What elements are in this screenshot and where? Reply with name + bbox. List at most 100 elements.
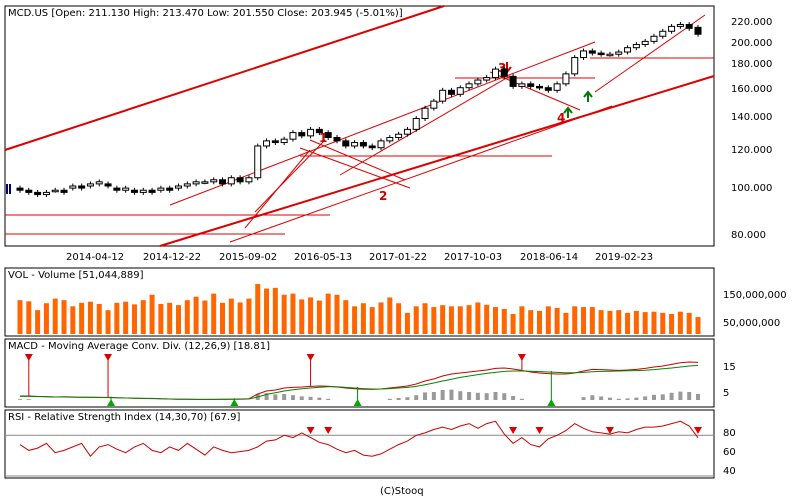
volume-bar xyxy=(448,306,454,334)
candle xyxy=(16,187,24,191)
candle xyxy=(192,181,200,185)
volume-bar xyxy=(466,305,472,334)
macd-panel-title: MACD - Moving Average Conv. Div. (12,26,… xyxy=(8,341,270,352)
volume-bar xyxy=(581,307,587,334)
candle xyxy=(632,44,640,49)
channel-line xyxy=(229,105,613,243)
rsi-panel-title: RSI - Relative Strength Index (14,30,70)… xyxy=(8,412,241,423)
volume-bar xyxy=(510,314,516,334)
sell-signal-icon xyxy=(517,354,526,361)
volume-bar xyxy=(237,302,243,334)
candle xyxy=(447,89,455,95)
volume-bar xyxy=(492,307,498,334)
rsi-panel xyxy=(4,409,715,479)
left-marker-bar xyxy=(9,184,11,194)
x-tick-label: 2019-02-23 xyxy=(595,252,653,263)
macd-histogram-bar xyxy=(290,395,295,400)
volume-bar xyxy=(545,306,551,334)
macd-histogram-bar xyxy=(687,392,692,400)
macd-histogram-bar xyxy=(493,392,498,400)
candle xyxy=(201,181,209,184)
candle xyxy=(51,189,59,193)
channel-line xyxy=(339,75,511,176)
macd-histogram-bar xyxy=(669,392,674,400)
macd-histogram-bar xyxy=(696,393,700,400)
volume-bar xyxy=(352,306,358,334)
buy-signal-icon xyxy=(353,399,362,406)
macd-histogram-bar xyxy=(317,397,322,400)
macd-histogram-bar xyxy=(651,394,656,400)
candle xyxy=(69,185,77,189)
candle xyxy=(183,183,191,187)
rsi-group xyxy=(5,420,714,477)
candle xyxy=(368,145,376,149)
candle xyxy=(139,189,147,193)
macd-histogram-bar xyxy=(423,392,428,400)
candle xyxy=(553,83,561,91)
footer-copyright: (C)Stooq xyxy=(380,486,424,497)
candle xyxy=(148,189,156,193)
volume-bar xyxy=(96,304,102,334)
macd-histogram-bar xyxy=(449,389,454,400)
volume-bar xyxy=(642,312,648,334)
candle xyxy=(315,128,323,134)
volume-bar xyxy=(202,300,208,334)
volume-bar xyxy=(422,303,428,334)
candle xyxy=(509,75,517,87)
volume-bar xyxy=(193,296,199,334)
rsi-sell-signal-icon xyxy=(509,427,518,434)
macd-histogram-bar xyxy=(396,398,401,400)
macd-histogram-bar xyxy=(484,393,489,400)
macd-histogram-bar xyxy=(299,396,304,400)
candle xyxy=(694,26,702,35)
macd-signal-line xyxy=(20,364,699,400)
volume-bar xyxy=(87,301,93,334)
volume-bar xyxy=(246,298,252,334)
volume-bar xyxy=(211,293,217,334)
candle xyxy=(527,83,535,87)
x-tick-label: 2014-12-22 xyxy=(143,252,201,263)
volume-bar xyxy=(589,307,595,334)
channel-line xyxy=(254,139,326,213)
macd-tick-label: 15 xyxy=(723,362,736,373)
volume-bar xyxy=(475,302,481,334)
macd-histogram-bar xyxy=(634,397,639,400)
macd-histogram-bar xyxy=(643,396,648,400)
macd-group xyxy=(18,354,700,406)
candle xyxy=(491,68,499,79)
volume-bar xyxy=(35,310,41,334)
x-tick-label: 2017-01-22 xyxy=(369,252,427,263)
candle xyxy=(219,179,227,185)
volume-bar xyxy=(79,302,85,334)
candle xyxy=(377,140,385,149)
candle xyxy=(421,107,429,120)
candle xyxy=(174,185,182,189)
volume-bar xyxy=(625,312,631,334)
candle xyxy=(606,53,614,57)
volume-bars-group xyxy=(17,284,701,334)
volume-bar xyxy=(519,306,525,334)
volume-bar xyxy=(334,294,340,334)
volume-bar xyxy=(228,298,234,334)
macd-panel xyxy=(4,338,715,408)
candle xyxy=(245,177,253,183)
annotation-label: 4 xyxy=(557,111,565,125)
buy-signal-icon xyxy=(230,399,239,406)
macd-histogram-bar xyxy=(387,398,392,400)
candle xyxy=(412,118,420,130)
rsi-sell-signal-icon xyxy=(694,427,702,434)
price-tick-label: 120.000 xyxy=(731,145,772,156)
rsi-line xyxy=(19,420,699,457)
price-tick-label: 160.000 xyxy=(731,84,772,95)
macd-histogram-bar xyxy=(616,398,621,400)
macd-tick-label: 5 xyxy=(723,388,729,399)
volume-bar xyxy=(17,300,23,334)
price-tick-label: 80.000 xyxy=(731,230,766,241)
volume-bar xyxy=(677,311,683,334)
macd-histogram-bar xyxy=(678,391,683,400)
volume-bar xyxy=(695,317,701,334)
macd-histogram-bar xyxy=(26,399,31,400)
buy-signal-icon xyxy=(107,399,116,406)
volume-bar xyxy=(290,293,296,334)
trendlines xyxy=(4,5,715,247)
